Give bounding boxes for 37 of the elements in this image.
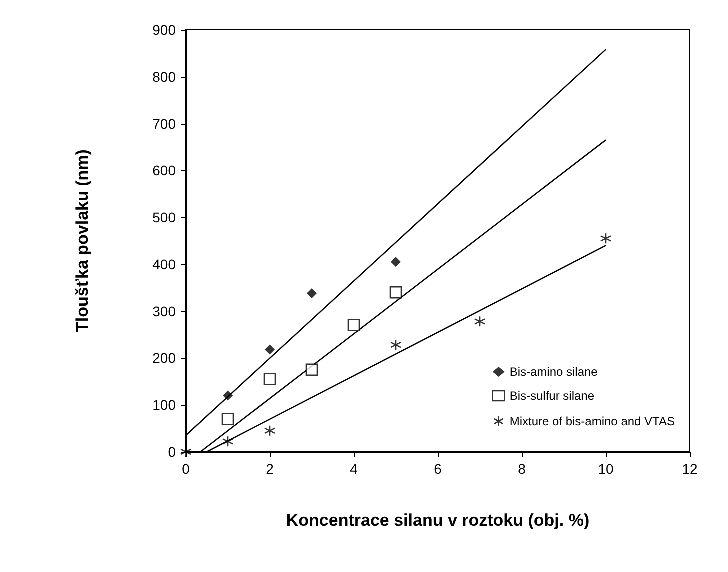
x-tick-label: 6 <box>434 461 442 477</box>
y-axis-title: Tloušťka povlaku (nm) <box>73 150 92 332</box>
point <box>307 288 317 299</box>
point <box>306 364 318 376</box>
x-axis-title: Koncentrace silanu v roztoku (obj. %) <box>286 511 590 530</box>
y-tick-label: 200 <box>152 350 176 366</box>
point <box>264 373 276 386</box>
y-tick-label: 300 <box>152 303 176 320</box>
point <box>180 446 192 458</box>
point <box>222 436 234 448</box>
point <box>600 233 612 244</box>
point <box>348 319 360 332</box>
x-tick-label: 4 <box>350 461 358 477</box>
point <box>390 339 402 351</box>
point <box>390 286 402 299</box>
x-tick-label: 8 <box>518 461 526 477</box>
point <box>265 344 275 355</box>
y-tick-label: 500 <box>152 210 176 226</box>
x-tick-label: 2 <box>266 461 274 477</box>
x-tick-label: 12 <box>682 461 698 477</box>
point <box>223 390 233 401</box>
y-tick-label: 100 <box>152 397 176 414</box>
legend-label: Bis-sulfur silane <box>510 389 595 403</box>
y-tick-label: 900 <box>152 22 176 38</box>
y-tick-label: 800 <box>152 68 176 85</box>
y-tick-label: 600 <box>152 162 176 179</box>
point <box>474 316 486 328</box>
point <box>391 257 401 268</box>
y-tick-label: 700 <box>152 116 176 132</box>
point <box>264 425 276 437</box>
y-tick-label: 400 <box>152 256 176 272</box>
point <box>222 413 234 426</box>
x-tick-label: 0 <box>182 461 190 477</box>
legend-label: Bis-amino silane <box>510 365 598 379</box>
legend-label: Mixture of bis-amino and VTAS <box>510 414 676 428</box>
x-tick-label: 10 <box>598 461 614 477</box>
y-tick-label: 0 <box>168 444 176 460</box>
